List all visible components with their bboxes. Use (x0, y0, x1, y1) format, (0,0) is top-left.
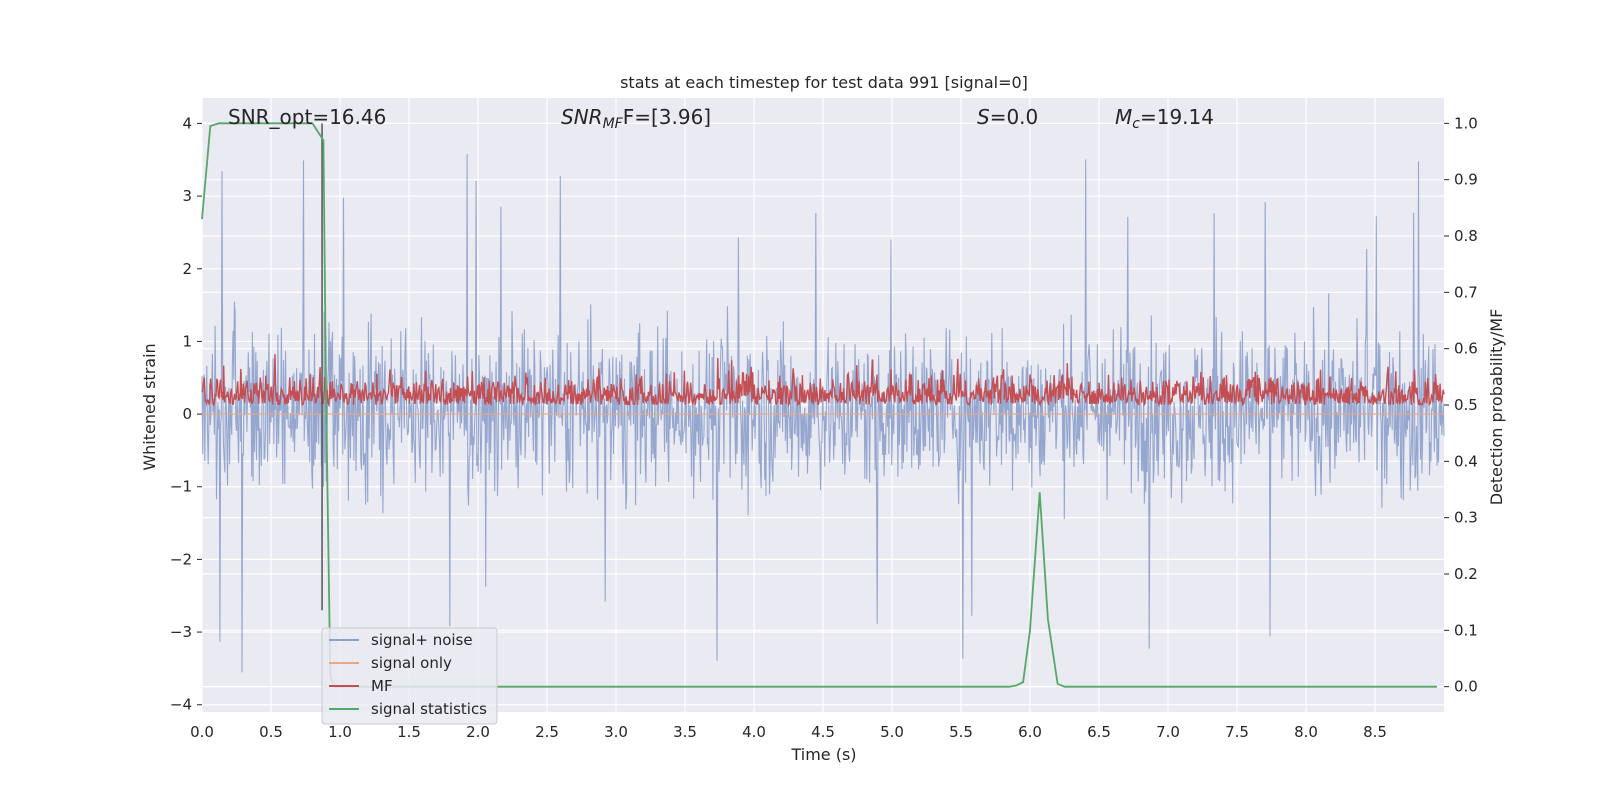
y-ticks-right: 1.0 0.9 0.8 0.7 0.6 0.5 0.4 0.3 0.2 0.1 0.0 (1444, 114, 1478, 696)
s-main: S (977, 105, 990, 129)
y-tick-label-left: −4 (170, 696, 192, 714)
x-tick-label: 4.0 (742, 723, 766, 741)
legend-box (321, 627, 498, 725)
legend-label-mf: MF (371, 677, 393, 695)
x-tick-label: 3.5 (673, 723, 697, 741)
y-tick-label-right: 0.1 (1454, 621, 1478, 639)
y-tick-label-right: 0.8 (1454, 227, 1478, 245)
y-tick-label-left: 0 (182, 405, 192, 423)
chart-title: stats at each timestep for test data 991… (620, 73, 1028, 92)
y-tick-label-left: 4 (182, 114, 192, 132)
x-tick-label: 3.0 (604, 723, 628, 741)
y-tick-label-right: 0.2 (1454, 565, 1478, 583)
mc-main: M (1115, 105, 1132, 129)
annotation-snr-mf: SNRMFF=[3.96] (561, 105, 711, 132)
series-layer (201, 122, 1445, 688)
x-tick-label: 1.0 (328, 723, 352, 741)
snr-mf-main: SNR (561, 105, 603, 129)
y-tick-label-left: −3 (170, 623, 192, 641)
x-tick-label: 7.5 (1225, 723, 1249, 741)
x-tick-label: 4.5 (811, 723, 835, 741)
snr-mf-rest: F=[3.96] (623, 105, 711, 129)
y-tick-label-left: −2 (170, 550, 192, 568)
y-tick-label-right: 0.5 (1454, 396, 1478, 414)
y-tick-label-left: 1 (182, 332, 192, 350)
y-tick-label-right: 0.6 (1454, 340, 1478, 358)
legend: signal+ noise signal only MF signal stat… (321, 627, 498, 725)
y-tick-label-left: 2 (182, 260, 192, 278)
annotation-snr-opt: SNR_opt=16.46 (228, 105, 386, 129)
s-rest: =0.0 (990, 105, 1039, 129)
y-tick-label-right: 0.0 (1454, 678, 1478, 696)
annotation-s: S=0.0 (977, 105, 1038, 129)
mc-subscript: c (1132, 116, 1140, 132)
x-tick-label: 0.0 (190, 723, 214, 741)
x-ticks: 0.0 0.5 1.0 1.5 2.0 2.5 3.0 3.5 4.0 4.5 5.0 5.5 6.0 6… (190, 723, 1387, 741)
x-tick-label: 1.5 (397, 723, 421, 741)
x-tick-label: 8.0 (1294, 723, 1318, 741)
legend-label-signal-only: signal only (371, 654, 452, 672)
y-axis-left-label: Whitened strain (140, 343, 159, 470)
x-tick-label: 6.0 (1018, 723, 1042, 741)
x-tick-label: 8.5 (1363, 723, 1387, 741)
legend-label-noise: signal+ noise (371, 631, 473, 649)
mc-rest: =19.14 (1140, 105, 1214, 129)
x-tick-label: 6.5 (1087, 723, 1111, 741)
x-axis-label: Time (s) (790, 745, 856, 764)
legend-label-signal-statistics: signal statistics (371, 700, 487, 718)
x-tick-label: 7.0 (1156, 723, 1180, 741)
x-tick-label: 5.0 (880, 723, 904, 741)
snr-mf-subscript: MF (603, 116, 624, 132)
annotation-mc: Mc=19.14 (1115, 105, 1214, 132)
x-tick-label: 2.0 (466, 723, 490, 741)
y-tick-label-right: 1.0 (1454, 114, 1478, 132)
y-tick-label-left: 3 (182, 187, 192, 205)
y-tick-label-right: 0.9 (1454, 171, 1478, 189)
y-tick-label-left: −1 (170, 478, 192, 496)
x-tick-label: 5.5 (949, 723, 973, 741)
x-tick-label: 0.5 (259, 723, 283, 741)
y-tick-label-right: 0.7 (1454, 283, 1478, 301)
series-signal-statistics-line (201, 122, 1438, 688)
x-tick-label: 2.5 (535, 723, 559, 741)
y-axis-right-label: Detection probability/MF (1487, 309, 1506, 506)
series-mf-line (201, 354, 1445, 408)
y-tick-label-right: 0.4 (1454, 452, 1478, 470)
y-tick-label-right: 0.3 (1454, 509, 1478, 527)
y-ticks-left: 4 3 2 1 0 −1 −2 −3 −4 (170, 114, 202, 714)
